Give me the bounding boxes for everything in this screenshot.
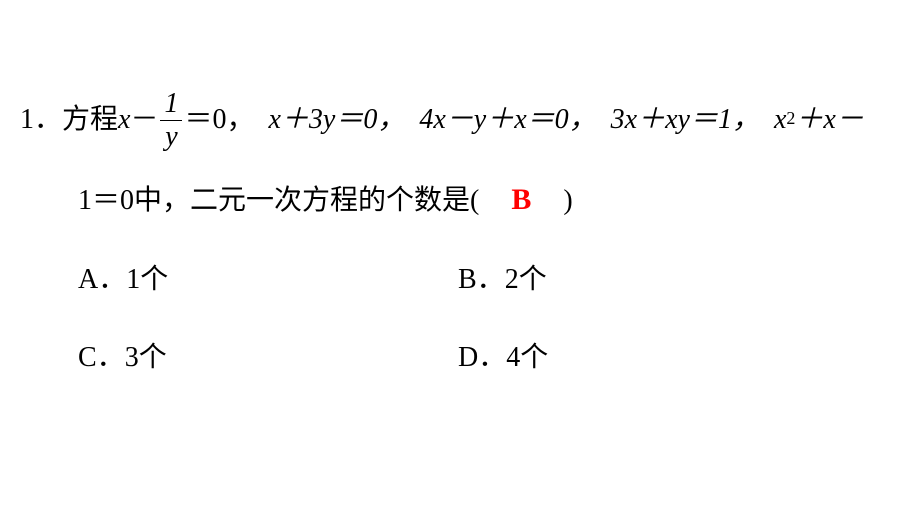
option-d-letter: D． — [458, 333, 506, 383]
eq3: 4x－y＋x＝0， — [419, 95, 596, 145]
answer-space-after — [542, 185, 556, 216]
option-b-letter: B． — [458, 255, 505, 305]
question-prefix: 方程 — [62, 95, 118, 145]
question-number: 1． — [20, 95, 62, 145]
eq1-minus: － — [130, 95, 158, 145]
question-line-2: 1＝0中，二元一次方程的个数是( B ) — [20, 173, 900, 227]
option-b: B． 2个 — [458, 255, 547, 305]
question-line-1: 1． 方程 x － 1 y ＝0， x＋3y＝0， 4x－y＋x＝0， 3x＋x… — [20, 90, 900, 151]
eq4: 3x＋xy＝1， — [611, 95, 760, 145]
line2-post: ) — [563, 185, 572, 216]
option-a-text: 1个 — [126, 255, 168, 305]
option-c-text: 3个 — [125, 333, 167, 383]
option-a: A． 1个 — [78, 255, 458, 305]
option-d: D． 4个 — [458, 333, 548, 383]
eq5-post: ＋x－ — [795, 95, 863, 145]
line2-text: 1＝0中，二元一次方程的个数是( B ) — [78, 173, 573, 227]
options-row-1: A． 1个 B． 2个 — [20, 255, 900, 305]
eq1-var: x — [118, 95, 130, 145]
eq2: x＋3y＝0， — [269, 95, 406, 145]
line2-pre: 1＝0中，二元一次方程的个数是( — [78, 185, 479, 216]
fraction-numerator: 1 — [160, 90, 182, 120]
option-c: C． 3个 — [78, 333, 458, 383]
eq1-post: ＝0， — [184, 95, 254, 145]
option-a-letter: A． — [78, 255, 126, 305]
eq5-pre: x — [774, 95, 786, 145]
eq5-superscript: 2 — [786, 102, 795, 134]
option-c-letter: C． — [78, 333, 125, 383]
option-b-text: 2个 — [505, 255, 547, 305]
answer-space — [486, 185, 500, 216]
options-row-2: C． 3个 D． 4个 — [20, 333, 900, 383]
option-d-text: 4个 — [506, 333, 548, 383]
eq1-fraction: 1 y — [160, 90, 182, 151]
question-container: 1． 方程 x － 1 y ＝0， x＋3y＝0， 4x－y＋x＝0， 3x＋x… — [20, 90, 900, 384]
fraction-denominator: y — [161, 121, 181, 151]
answer-mark: B — [507, 183, 535, 216]
